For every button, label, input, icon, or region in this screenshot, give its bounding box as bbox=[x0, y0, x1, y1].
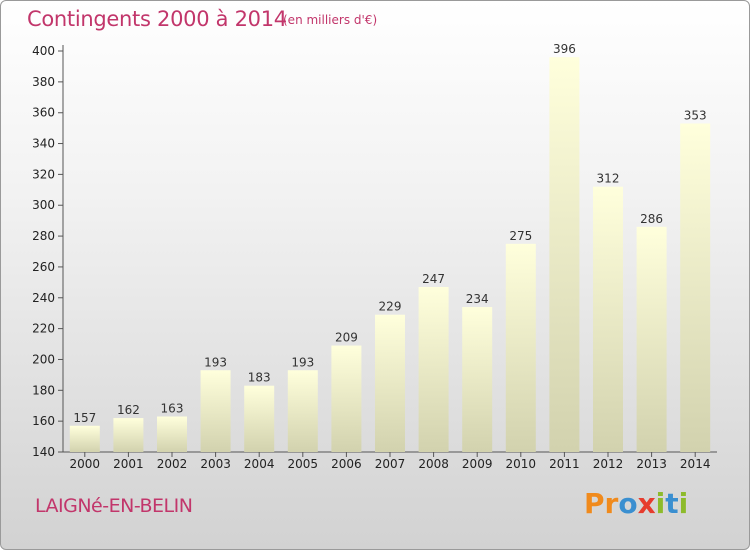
value-label: 229 bbox=[379, 300, 402, 314]
chart-subtitle: (en milliers d'€) bbox=[283, 13, 378, 27]
bar bbox=[462, 307, 493, 452]
place-name: LAIGNé-EN-BELIN bbox=[35, 495, 193, 517]
bar bbox=[418, 286, 449, 452]
x-tick-label: 2008 bbox=[418, 457, 449, 471]
y-tick-label: 320 bbox=[32, 167, 55, 181]
chart-title: Contingents 2000 à 2014 bbox=[27, 7, 287, 31]
y-tick-label: 400 bbox=[32, 44, 55, 58]
bar bbox=[636, 226, 667, 452]
y-tick-label: 180 bbox=[32, 383, 55, 397]
value-label: 247 bbox=[422, 272, 445, 286]
value-label: 353 bbox=[684, 108, 707, 122]
bar bbox=[69, 425, 100, 452]
y-tick-label: 220 bbox=[32, 322, 55, 336]
x-tick-label: 2005 bbox=[288, 457, 319, 471]
x-tick-label: 2002 bbox=[157, 457, 188, 471]
value-label: 209 bbox=[335, 331, 358, 345]
value-label: 163 bbox=[161, 402, 184, 416]
logo-letter: i bbox=[655, 487, 666, 520]
bar bbox=[287, 370, 318, 452]
logo-letter: P bbox=[584, 487, 605, 520]
x-tick-label: 2014 bbox=[680, 457, 711, 471]
y-tick-label: 200 bbox=[32, 352, 55, 366]
value-label: 183 bbox=[248, 371, 271, 385]
bar bbox=[549, 57, 580, 453]
value-label: 286 bbox=[640, 212, 663, 226]
bar bbox=[680, 123, 711, 452]
x-tick-label: 2010 bbox=[506, 457, 537, 471]
value-label: 396 bbox=[553, 42, 576, 56]
value-label: 157 bbox=[73, 411, 96, 425]
bar bbox=[375, 314, 405, 452]
y-tick-label: 140 bbox=[32, 445, 55, 459]
x-tick-label: 2013 bbox=[636, 457, 667, 471]
logo-letter: i bbox=[678, 487, 689, 520]
logo-letter: x bbox=[637, 487, 656, 520]
value-label: 312 bbox=[597, 172, 620, 186]
value-label: 275 bbox=[509, 229, 532, 243]
logo-letter: r bbox=[604, 487, 619, 520]
logo-letter: t bbox=[665, 487, 679, 520]
x-tick-label: 2001 bbox=[113, 457, 144, 471]
y-tick-label: 380 bbox=[32, 75, 55, 89]
bar bbox=[505, 243, 536, 452]
logo-letter: o bbox=[618, 487, 638, 520]
bar bbox=[200, 370, 231, 452]
bar bbox=[157, 416, 187, 452]
y-tick-label: 160 bbox=[32, 414, 55, 428]
y-tick-label: 260 bbox=[32, 260, 55, 274]
x-tick-label: 2000 bbox=[70, 457, 101, 471]
bar bbox=[331, 345, 362, 452]
bar bbox=[113, 418, 144, 452]
value-label: 193 bbox=[204, 355, 227, 369]
x-tick-label: 2004 bbox=[244, 457, 275, 471]
value-label: 234 bbox=[466, 292, 489, 306]
bar bbox=[593, 186, 623, 452]
x-tick-label: 2012 bbox=[593, 457, 624, 471]
y-tick-label: 300 bbox=[32, 198, 55, 212]
value-label: 193 bbox=[291, 355, 314, 369]
value-label: 162 bbox=[117, 403, 140, 417]
x-tick-label: 2011 bbox=[549, 457, 580, 471]
y-tick-label: 240 bbox=[32, 291, 55, 305]
x-tick-label: 2003 bbox=[200, 457, 231, 471]
y-tick-label: 340 bbox=[32, 137, 55, 151]
proxiti-logo: Proxiti bbox=[584, 487, 688, 520]
x-tick-label: 2006 bbox=[331, 457, 362, 471]
y-tick-label: 280 bbox=[32, 229, 55, 243]
y-tick-label: 360 bbox=[32, 106, 55, 120]
x-tick-label: 2009 bbox=[462, 457, 493, 471]
bar bbox=[244, 385, 275, 452]
x-tick-label: 2007 bbox=[375, 457, 406, 471]
